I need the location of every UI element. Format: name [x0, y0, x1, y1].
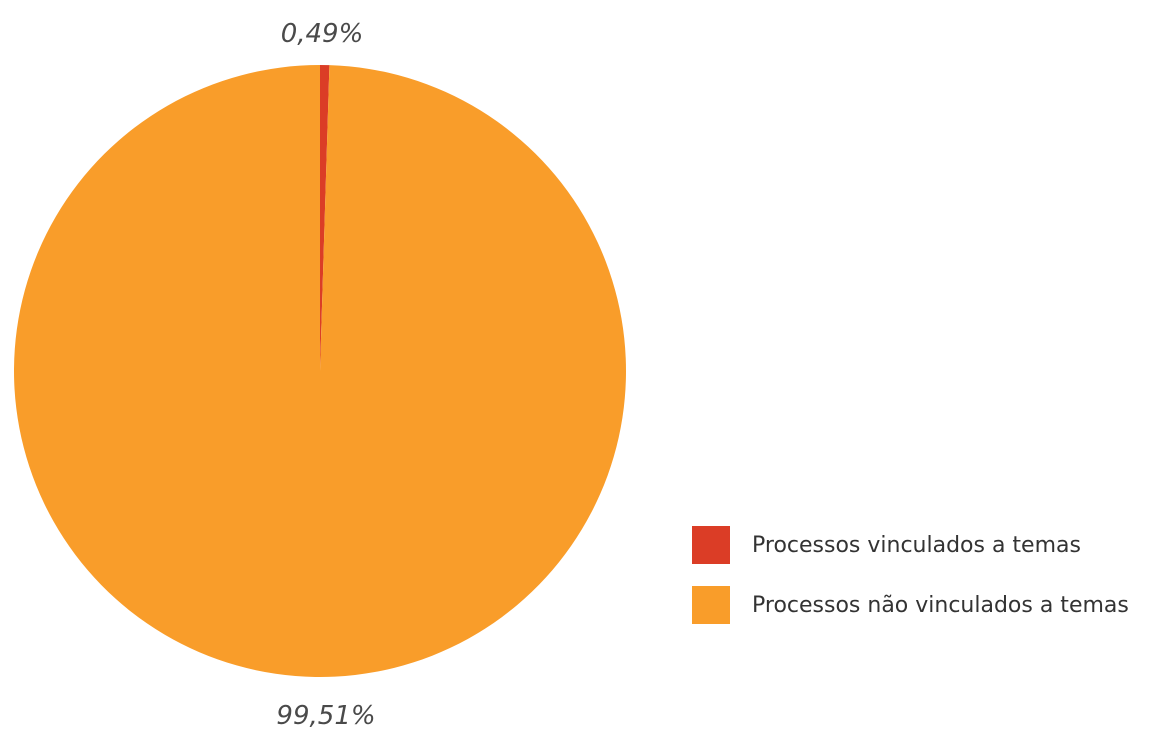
legend-label-nao-vinculados: Processos não vinculados a temas	[752, 592, 1129, 618]
legend-item-vinculados: Processos vinculados a temas	[692, 526, 1142, 564]
slice-label-vinculados: 0,49%	[281, 19, 364, 49]
legend: Processos vinculados a temas Processos n…	[692, 526, 1142, 646]
pie-slice-nao-vinculados	[13, 65, 626, 677]
slice-label-nao-vinculados: 99,51%	[276, 701, 375, 730]
legend-label-vinculados: Processos vinculados a temas	[752, 532, 1081, 558]
legend-swatch-nao-vinculados	[692, 586, 730, 624]
legend-swatch-vinculados	[692, 526, 730, 564]
pie-slices	[13, 65, 626, 677]
pie-slice-vinculados	[320, 65, 330, 371]
legend-item-nao-vinculados: Processos não vinculados a temas	[692, 586, 1142, 624]
